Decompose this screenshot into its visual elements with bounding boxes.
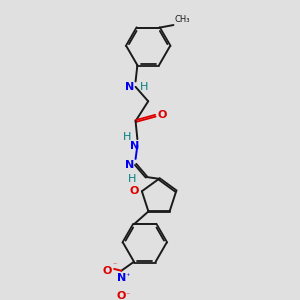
Text: O: O (103, 266, 112, 276)
Text: ⁺: ⁺ (126, 272, 130, 280)
Text: O: O (130, 186, 139, 196)
Text: N: N (125, 82, 135, 92)
Text: N: N (125, 160, 135, 170)
Text: H: H (123, 132, 131, 142)
Text: CH₃: CH₃ (174, 15, 190, 24)
Text: N: N (117, 272, 126, 283)
Text: N: N (130, 141, 139, 151)
Text: O: O (117, 292, 126, 300)
Text: O: O (157, 110, 167, 120)
Text: ⁻: ⁻ (126, 291, 130, 300)
Text: ⁻: ⁻ (112, 260, 117, 269)
Text: H: H (140, 82, 148, 92)
Text: H: H (128, 174, 136, 184)
